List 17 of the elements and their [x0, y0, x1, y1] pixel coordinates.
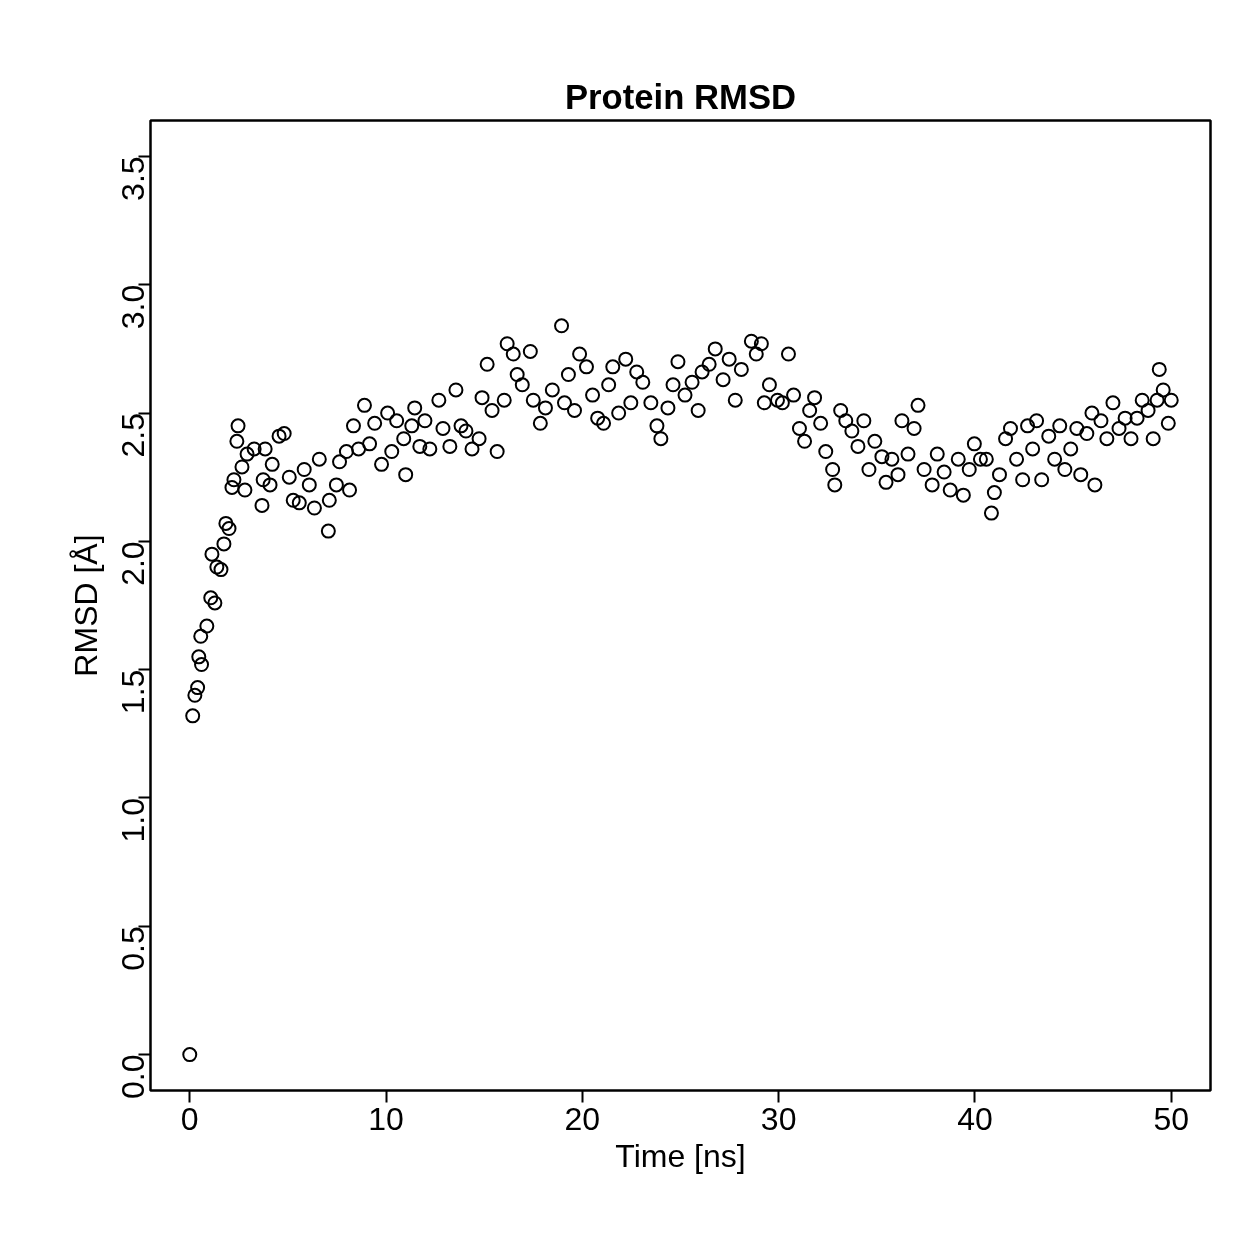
x-tick-label: 20	[564, 1100, 601, 1137]
y-tick-label: 0.0	[115, 1054, 152, 1100]
y-tick-label: 2.5	[115, 413, 152, 458]
y-tick-label: 0.5	[115, 926, 152, 971]
y-tick-label: 3.0	[115, 284, 152, 330]
y-tick-label: 2.0	[115, 541, 152, 586]
y-axis-title: RMSD [Å]	[67, 534, 104, 677]
x-axis-title: Time [ns]	[615, 1137, 746, 1174]
x-tick-label: 40	[957, 1100, 993, 1137]
x-tick-label: 0	[180, 1100, 199, 1137]
x-tick-label: 30	[760, 1100, 797, 1137]
x-tick-label: 10	[368, 1100, 404, 1137]
y-tick-label: 3.5	[115, 156, 152, 201]
y-tick-label: 1.0	[115, 797, 152, 843]
y-tick-label: 1.5	[115, 669, 152, 715]
x-tick-label: 50	[1153, 1100, 1190, 1137]
chart-title: Protein RMSD	[564, 77, 797, 116]
